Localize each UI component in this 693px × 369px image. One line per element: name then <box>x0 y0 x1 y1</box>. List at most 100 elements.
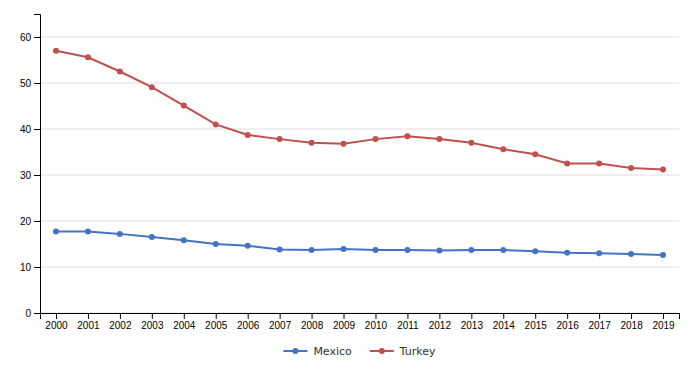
tick-label: 2007 <box>269 320 292 331</box>
tick-mark <box>152 313 153 319</box>
tick-mark <box>439 313 440 319</box>
series <box>53 229 666 258</box>
tick-label: 2017 <box>589 320 612 331</box>
tick: 50 <box>20 78 40 89</box>
point <box>117 231 123 237</box>
legend-item: Turkey <box>370 345 436 358</box>
tick: 2018 <box>620 313 643 331</box>
tick-mark <box>34 267 40 268</box>
tick: 2010 <box>365 313 388 331</box>
tick-mark <box>344 313 345 319</box>
tick-label: 2018 <box>620 320 643 331</box>
plot-area: 2000200120022003200420052006200720082009… <box>20 15 680 332</box>
tick: 60 <box>20 32 40 43</box>
tick: 2016 <box>557 313 580 331</box>
point <box>117 69 123 75</box>
tick-label: 2008 <box>301 320 324 331</box>
point <box>309 140 315 146</box>
legend: Mexico Turkey <box>283 345 436 358</box>
tick: 2019 <box>652 313 675 331</box>
tick-mark <box>567 313 568 319</box>
point <box>309 247 315 253</box>
tick-mark <box>34 37 40 38</box>
tick-mark <box>120 313 121 319</box>
axis-line <box>41 314 680 320</box>
point <box>532 248 538 254</box>
series-group <box>53 48 666 258</box>
legend-label: Mexico <box>313 345 352 358</box>
tick: 2008 <box>301 313 324 331</box>
point <box>500 146 506 152</box>
tick-label: 2012 <box>429 320 452 331</box>
point <box>277 136 283 142</box>
line <box>56 232 663 255</box>
tick: 30 <box>20 170 40 181</box>
tick: 2017 <box>589 313 612 331</box>
tick-label: 2004 <box>173 320 196 331</box>
legend-marker <box>292 348 298 354</box>
grid-line <box>40 129 679 130</box>
point <box>341 141 347 147</box>
tick: 20 <box>20 216 40 227</box>
point <box>596 250 602 256</box>
point <box>53 229 59 235</box>
tick-mark <box>34 313 40 314</box>
grid <box>40 37 679 313</box>
tick: 2014 <box>493 313 516 331</box>
tick-label: 20 <box>20 216 32 227</box>
point <box>181 237 187 243</box>
point <box>660 166 666 172</box>
tick-mark <box>312 313 313 319</box>
legend-item: Mexico <box>283 345 352 358</box>
tick: 2004 <box>173 313 196 331</box>
tick-label: 2002 <box>109 320 132 331</box>
tick-label: 2001 <box>77 320 100 331</box>
point <box>404 247 410 253</box>
chart: 2000200120022003200420052006200720082009… <box>0 0 693 369</box>
point <box>53 48 59 54</box>
tick-label: 50 <box>20 78 32 89</box>
tick: 0 <box>25 308 40 319</box>
point <box>181 103 187 109</box>
x-axis: 2000200120022003200420052006200720082009… <box>41 313 680 331</box>
tick-label: 2006 <box>237 320 260 331</box>
point <box>468 247 474 253</box>
tick-mark <box>88 313 89 319</box>
point <box>149 234 155 240</box>
tick-label: 10 <box>20 262 32 273</box>
tick: 2006 <box>237 313 260 331</box>
point <box>341 246 347 252</box>
tick-label: 40 <box>20 124 32 135</box>
point <box>85 229 91 235</box>
point <box>245 243 251 249</box>
tick-label: 30 <box>20 170 32 181</box>
legend-label: Turkey <box>399 345 436 358</box>
tick-mark <box>34 175 40 176</box>
point <box>596 161 602 167</box>
tick: 2000 <box>45 313 68 331</box>
y-axis: 0 10 20 30 40 50 60 <box>20 15 41 319</box>
axis-line <box>34 15 41 314</box>
tick-label: 2013 <box>461 320 484 331</box>
tick-mark <box>503 313 504 319</box>
line <box>56 51 663 170</box>
grid-line <box>40 37 679 38</box>
tick-mark <box>184 313 185 319</box>
point <box>436 136 442 142</box>
point <box>564 161 570 167</box>
point <box>436 247 442 253</box>
tick: 2001 <box>77 313 100 331</box>
point <box>468 140 474 146</box>
grid-line <box>40 175 679 176</box>
tick-mark <box>248 313 249 319</box>
tick-label: 2010 <box>365 320 388 331</box>
tick-label: 0 <box>25 308 31 319</box>
tick-label: 2000 <box>45 320 68 331</box>
tick: 2005 <box>205 313 228 331</box>
point <box>372 136 378 142</box>
tick: 2009 <box>333 313 356 331</box>
grid-line <box>40 267 679 268</box>
point <box>245 132 251 138</box>
tick-mark <box>34 83 40 84</box>
tick-label: 2016 <box>557 320 580 331</box>
